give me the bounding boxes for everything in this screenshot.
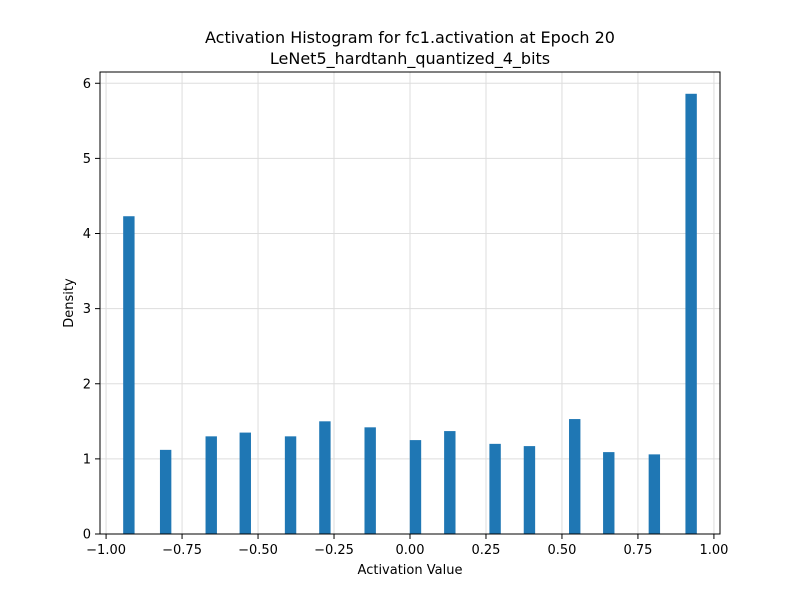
y-tick-label: 1 — [83, 452, 91, 467]
histogram-bar — [284, 436, 297, 534]
histogram-bar — [523, 446, 536, 534]
x-axis-label: Activation Value — [358, 563, 463, 578]
y-axis-ticks: 0 1 2 3 4 5 6 — [83, 77, 100, 543]
y-tick-label: 5 — [83, 152, 91, 167]
histogram-bar — [569, 419, 581, 534]
x-tick-label: 0.75 — [623, 543, 652, 558]
x-tick-label: 1.00 — [699, 543, 728, 558]
histogram-bar — [409, 440, 422, 534]
x-axis-ticks: −1.00 −0.75 −0.50 −0.25 0.00 0.25 0.50 0.75 1.00 — [86, 534, 728, 558]
chart-title: Activation Histogram for fc1.activation … — [205, 28, 615, 47]
x-tick-label: −0.75 — [162, 543, 202, 558]
x-tick-label: −1.00 — [86, 543, 126, 558]
histogram-bar — [489, 443, 501, 534]
y-tick-label: 2 — [83, 377, 91, 392]
histogram-bar — [205, 436, 217, 534]
y-axis-label: Density — [62, 278, 77, 328]
x-tick-label: 0.50 — [547, 543, 576, 558]
x-tick-label: −0.25 — [314, 543, 354, 558]
x-tick-label: 0.25 — [472, 543, 501, 558]
bars — [123, 93, 697, 535]
histogram-bar — [123, 216, 135, 535]
histogram-bar — [648, 454, 661, 534]
y-tick-label: 4 — [83, 227, 91, 242]
x-tick-label: −0.50 — [238, 543, 278, 558]
histogram-bar — [319, 421, 331, 534]
histogram-bar — [685, 93, 697, 534]
histogram-bar — [444, 431, 456, 534]
grid-lines — [100, 72, 720, 535]
y-tick-label: 3 — [83, 302, 91, 317]
chart-subtitle: LeNet5_hardtanh_quantized_4_bits — [270, 49, 550, 69]
histogram-bar — [239, 432, 251, 534]
y-tick-label: 0 — [83, 528, 91, 543]
x-tick-label: 0.00 — [396, 543, 425, 558]
histogram-bar — [364, 427, 376, 534]
histogram-bar — [159, 449, 172, 534]
histogram-bar — [603, 452, 615, 534]
y-tick-label: 6 — [83, 77, 91, 92]
